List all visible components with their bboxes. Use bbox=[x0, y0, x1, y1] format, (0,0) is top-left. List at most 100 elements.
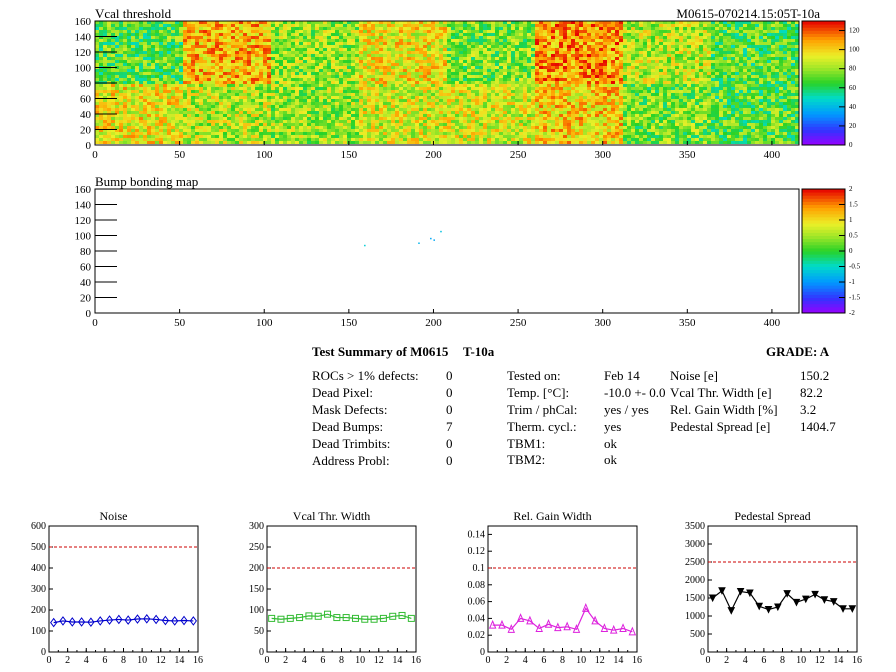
heatmap-cell bbox=[283, 33, 287, 36]
heatmap-cell bbox=[487, 63, 491, 66]
heatmap-cell bbox=[739, 96, 743, 99]
heatmap-cell bbox=[475, 51, 479, 54]
heatmap-cell bbox=[591, 66, 595, 69]
heatmap-cell bbox=[695, 78, 699, 81]
heatmap-cell bbox=[95, 45, 99, 48]
heatmap-cell bbox=[295, 30, 299, 33]
heatmap-cell bbox=[435, 48, 439, 51]
heatmap-cell bbox=[187, 81, 191, 84]
heatmap-cell bbox=[603, 48, 607, 51]
heatmap-cell bbox=[467, 51, 471, 54]
heatmap-cell bbox=[619, 36, 623, 39]
heatmap-cell bbox=[451, 93, 455, 96]
heatmap-cell bbox=[619, 78, 623, 81]
heatmap-cell bbox=[403, 93, 407, 96]
heatmap-cell bbox=[503, 21, 507, 24]
heatmap-cell bbox=[327, 48, 331, 51]
heatmap-cell bbox=[175, 69, 179, 72]
heatmap-cell bbox=[287, 102, 291, 105]
heatmap-cell bbox=[339, 48, 343, 51]
heatmap-cell bbox=[579, 78, 583, 81]
heatmap-cell bbox=[523, 66, 527, 69]
heatmap-cell bbox=[439, 30, 443, 33]
heatmap-cell bbox=[715, 90, 719, 93]
heatmap-cell bbox=[519, 69, 523, 72]
heatmap-cell bbox=[655, 66, 659, 69]
heatmap-cell bbox=[707, 72, 711, 75]
heatmap-cell bbox=[263, 54, 267, 57]
heatmap-cell bbox=[239, 96, 243, 99]
heatmap-cell bbox=[431, 66, 435, 69]
heatmap-cell bbox=[723, 90, 727, 93]
heatmap-cell bbox=[243, 72, 247, 75]
heatmap-cell bbox=[635, 48, 639, 51]
heatmap-cell bbox=[619, 45, 623, 48]
heatmap-cell bbox=[423, 54, 427, 57]
heatmap-cell bbox=[119, 36, 123, 39]
heatmap-cell bbox=[471, 60, 475, 63]
heatmap-cell bbox=[655, 42, 659, 45]
heatmap-cell bbox=[139, 21, 143, 24]
heatmap-cell bbox=[439, 87, 443, 90]
heatmap-cell bbox=[467, 54, 471, 57]
heatmap-cell bbox=[447, 45, 451, 48]
heatmap-cell bbox=[763, 24, 767, 27]
heatmap-cell bbox=[707, 84, 711, 87]
heatmap-cell bbox=[559, 60, 563, 63]
heatmap-cell bbox=[723, 45, 727, 48]
heatmap-cell bbox=[491, 57, 495, 60]
heatmap-cell bbox=[339, 54, 343, 57]
heatmap-cell bbox=[151, 99, 155, 102]
heatmap-cell bbox=[459, 24, 463, 27]
heatmap-cell bbox=[643, 78, 647, 81]
heatmap-cell bbox=[215, 54, 219, 57]
heatmap-cell bbox=[367, 72, 371, 75]
heatmap-cell bbox=[331, 75, 335, 78]
heatmap-cell bbox=[679, 66, 683, 69]
heatmap-cell bbox=[711, 24, 715, 27]
heatmap-cell bbox=[263, 75, 267, 78]
heatmap-cell bbox=[731, 75, 735, 78]
heatmap-cell bbox=[535, 45, 539, 48]
heatmap-cell bbox=[679, 84, 683, 87]
heatmap-cell bbox=[671, 24, 675, 27]
heatmap-cell bbox=[191, 60, 195, 63]
heatmap-cell bbox=[295, 72, 299, 75]
heatmap-cell bbox=[539, 60, 543, 63]
heatmap-cell bbox=[739, 36, 743, 39]
heatmap-cell bbox=[427, 66, 431, 69]
heatmap-cell bbox=[599, 84, 603, 87]
heatmap-cell bbox=[119, 69, 123, 72]
heatmap-cell bbox=[787, 87, 791, 90]
heatmap-cell bbox=[795, 93, 799, 96]
heatmap-cell bbox=[295, 21, 299, 24]
heatmap-cell bbox=[483, 33, 487, 36]
heatmap-cell bbox=[219, 54, 223, 57]
heatmap-cell bbox=[307, 63, 311, 66]
heatmap-cell bbox=[631, 33, 635, 36]
heatmap-cell bbox=[151, 75, 155, 78]
heatmap-cell bbox=[563, 39, 567, 42]
heatmap-cell bbox=[743, 87, 747, 90]
heatmap-cell bbox=[779, 96, 783, 99]
heatmap-cell bbox=[187, 60, 191, 63]
heatmap-cell bbox=[623, 84, 627, 87]
heatmap-cell bbox=[743, 33, 747, 36]
heatmap-cell bbox=[639, 69, 643, 72]
heatmap-cell bbox=[695, 72, 699, 75]
heatmap-cell bbox=[383, 90, 387, 93]
heatmap-cell bbox=[787, 96, 791, 99]
heatmap-cell bbox=[223, 63, 227, 66]
heatmap-cell bbox=[423, 42, 427, 45]
heatmap-cell bbox=[151, 30, 155, 33]
heatmap-cell bbox=[203, 78, 207, 81]
heatmap-cell bbox=[747, 36, 751, 39]
heatmap-cell bbox=[431, 90, 435, 93]
heatmap-cell bbox=[271, 66, 275, 69]
heatmap-cell bbox=[495, 48, 499, 51]
heatmap-cell bbox=[335, 105, 339, 108]
heatmap-cell bbox=[159, 66, 163, 69]
heatmap-cell bbox=[243, 42, 247, 45]
heatmap-cell bbox=[407, 78, 411, 81]
heatmap-cell bbox=[119, 93, 123, 96]
